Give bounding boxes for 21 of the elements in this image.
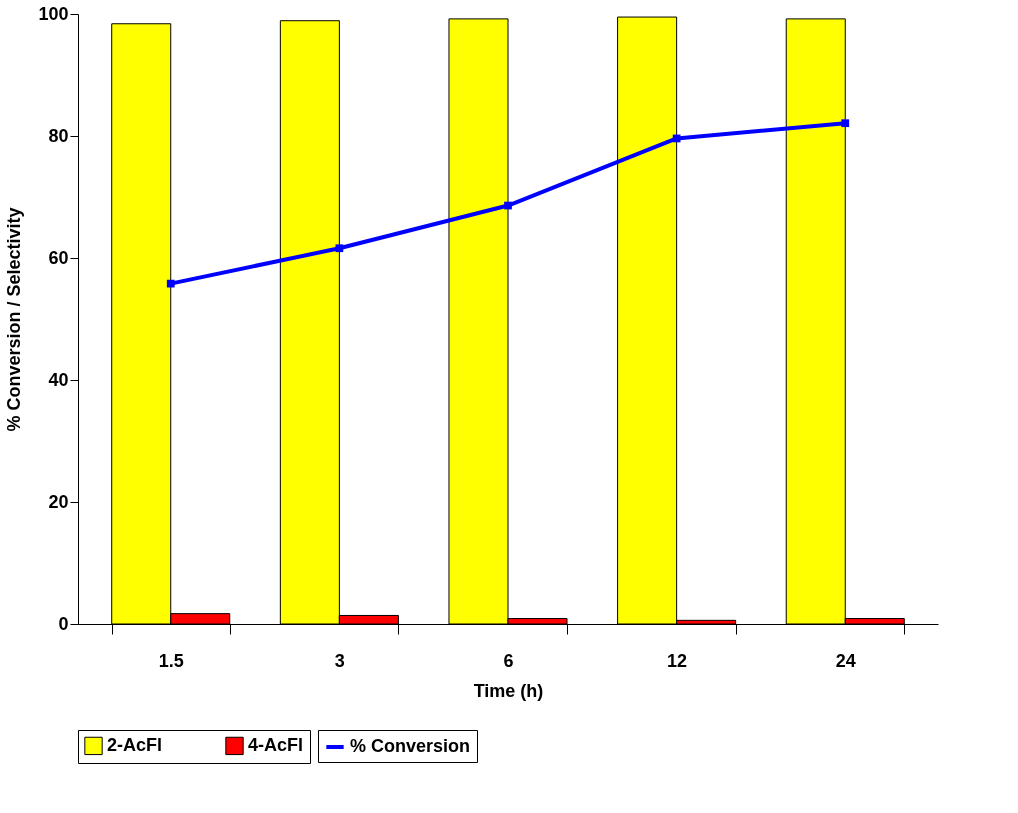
x-axis-title: Time (h)	[473, 680, 544, 701]
y-tick-label: 100	[38, 3, 69, 24]
legend-label: 2-AcFl	[107, 734, 163, 755]
x-tick-label: 12	[667, 650, 688, 671]
y-tick-label: 80	[48, 125, 69, 146]
legend-label: 4-AcFl	[248, 734, 304, 755]
x-tick-label: 6	[503, 650, 514, 671]
y-tick-label: 60	[48, 247, 69, 268]
point	[166, 279, 175, 288]
point	[335, 244, 344, 253]
y-tick-label: 20	[48, 491, 69, 512]
y-axis-title: % Conversion / Selectivity	[4, 207, 25, 432]
x-tick-label: 1.5	[158, 650, 184, 671]
legend-label: % Conversion	[350, 736, 471, 756]
point	[672, 134, 681, 143]
x-tick-label: 3	[334, 650, 345, 671]
point	[504, 201, 512, 210]
y-tick-label: 40	[48, 369, 69, 390]
point	[841, 119, 850, 128]
x-tick-label: 24	[835, 650, 856, 671]
y-tick-label: 0	[58, 613, 69, 634]
